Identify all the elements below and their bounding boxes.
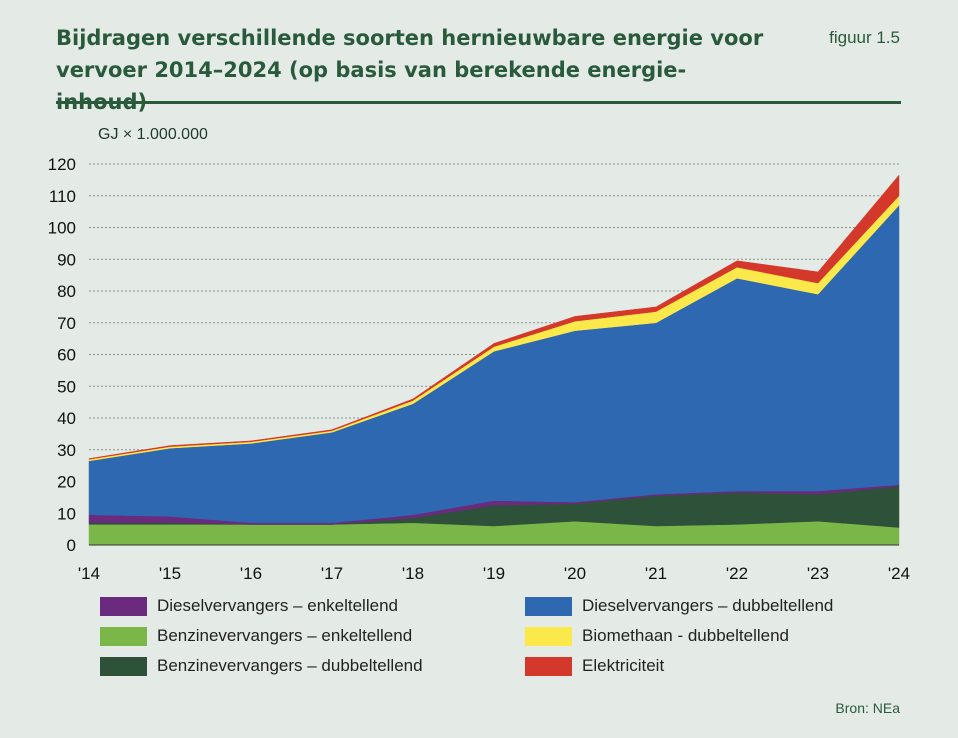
- legend-item: Benzinevervangers – dubbeltellend: [100, 656, 525, 676]
- axes: 0 10 20 30 40 50 60 70 80 90 100 110 120 '14 '15 '16 '17…: [48, 155, 910, 583]
- y-tick-label: 90: [57, 250, 76, 269]
- legend-swatch: [525, 626, 572, 646]
- x-tick-label: '17: [321, 564, 343, 583]
- x-tick-label: '18: [402, 564, 424, 583]
- legend-item: Benzinevervangers – enkeltellend: [100, 626, 525, 646]
- chart-legend: Dieselvervangers – enkeltellend Dieselver…: [100, 596, 900, 676]
- legend-label: Benzinevervangers – dubbeltellend: [157, 656, 423, 675]
- y-tick-label: 100: [48, 219, 76, 238]
- legend-item: Biomethaan - dubbeltellend: [525, 626, 885, 646]
- legend-label: Elektriciteit: [582, 656, 665, 675]
- y-tick-label: 80: [57, 282, 76, 301]
- y-tick-label: 40: [57, 409, 76, 428]
- legend-swatch: [100, 656, 147, 676]
- x-tick-label: '22: [726, 564, 748, 583]
- chart-title: Bijdragen verschillende soorten hernieuw…: [56, 26, 764, 114]
- x-tick-label: '24: [888, 564, 910, 583]
- legend-swatch: [100, 596, 147, 616]
- x-tick-label: '21: [645, 564, 667, 583]
- y-tick-label: 0: [67, 536, 76, 555]
- x-tick-label: '16: [240, 564, 262, 583]
- legend-swatch: [525, 656, 572, 676]
- legend-item: Elektriciteit: [525, 656, 885, 676]
- legend-item: Dieselvervangers – enkeltellend: [100, 596, 525, 616]
- x-tick-label: '19: [483, 564, 505, 583]
- y-tick-label: 70: [57, 314, 76, 333]
- y-tick-label: 120: [48, 155, 76, 174]
- x-tick-label: '15: [159, 564, 181, 583]
- legend-label: Dieselvervangers – dubbeltellend: [582, 596, 834, 615]
- legend-item: Dieselvervangers – dubbeltellend: [525, 596, 885, 616]
- legend-label: Biomethaan - dubbeltellend: [582, 626, 789, 645]
- y-tick-label: 30: [57, 441, 76, 460]
- y-tick-label: 110: [49, 187, 76, 206]
- x-tick-label: '23: [807, 564, 829, 583]
- stacked-area-chart: 0 10 20 30 40 50 60 70 80 90 100 110 120 '14 '15 '16 '17…: [48, 126, 910, 583]
- source-note: Bron: NEa: [835, 700, 900, 716]
- y-tick-label: 10: [57, 504, 76, 523]
- x-tick-label: '14: [78, 564, 100, 583]
- area-dieselvervangers-dubbeltellend: [88, 204, 900, 524]
- title-rule: [56, 101, 901, 104]
- legend-swatch: [525, 596, 572, 616]
- y-tick-label: 20: [57, 473, 76, 492]
- area-elektriciteit: [88, 174, 900, 460]
- area-series: [88, 174, 900, 546]
- legend-label: Benzinevervangers – enkeltellend: [157, 626, 413, 645]
- legend-label: Dieselvervangers – enkeltellend: [157, 596, 398, 615]
- x-tick-label: '20: [564, 564, 586, 583]
- y-tick-label: 50: [57, 377, 76, 396]
- legend-swatch: [100, 626, 147, 646]
- y-tick-label: 60: [57, 346, 76, 365]
- figure-label: figuur 1.5: [829, 28, 900, 47]
- y-axis-label: GJ × 1.000.000: [98, 126, 208, 143]
